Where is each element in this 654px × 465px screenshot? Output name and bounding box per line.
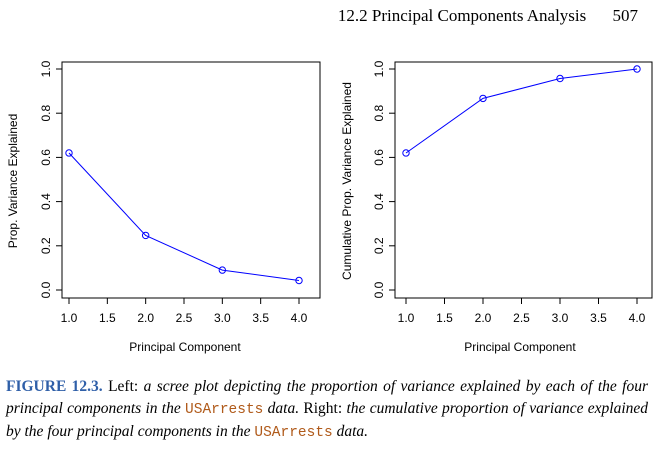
right-x-tick-label: 2.5: [513, 311, 530, 325]
right-x-axis: 1.0 1.5 2.0 2.5 3.0 3.5 4.0: [398, 297, 646, 325]
caption-text: data.: [336, 423, 369, 440]
left-x-tick-label: 4.0: [291, 311, 308, 325]
left-series-line: [68, 152, 300, 281]
right-y-tick-label: 1.0: [372, 60, 386, 77]
right-panel: 1.0 1.5 2.0 2.5 3.0 3.5 4.0 0.0 0.2 0.4 0.6 0.8 1.0…: [340, 60, 653, 354]
right-series-line: [405, 68, 638, 154]
right-plot-frame: [394, 61, 653, 299]
left-y-axis-label: Prop. Variance Explained: [6, 114, 20, 249]
left-x-tick-label: 2.0: [137, 311, 154, 325]
caption-right-text: the cumulative proportion of variance ex…: [6, 400, 649, 440]
dataset-name: USArrests: [254, 425, 333, 441]
right-y-tick-label: 0.4: [372, 193, 386, 210]
left-y-axis: 0.0 0.2 0.4 0.6 0.8 1.0: [39, 60, 63, 298]
left-x-axis: 1.0 1.5 2.0 2.5 3.0 3.5 4.0: [61, 297, 308, 325]
right-y-tick-label: 0.6: [372, 149, 386, 166]
left-y-tick-label: 0.2: [39, 237, 53, 254]
left-data-point: [218, 266, 227, 274]
right-data-point: [633, 65, 641, 73]
right-x-tick-label: 2.0: [475, 311, 492, 325]
right-y-tick-label: 0.2: [372, 237, 386, 254]
right-y-axis-label: Cumulative Prop. Variance Explained: [340, 82, 354, 280]
left-plot-frame: [61, 61, 321, 299]
left-y-tick-label: 1.0: [39, 60, 53, 77]
right-data-point: [556, 74, 564, 83]
left-x-tick-label: 2.5: [176, 311, 193, 325]
section-title: 12.2 Principal Components Analysis: [337, 6, 587, 25]
right-x-axis-label: Principal Component: [464, 340, 576, 354]
left-data-point: [141, 231, 150, 240]
right-x-tick-label: 4.0: [629, 311, 646, 325]
caption-left-label: Left:: [108, 378, 139, 395]
dataset-name: USArrests: [185, 402, 264, 418]
figure-plots: 1.0 1.5 2.0 2.5 3.0 3.5 4.0 0.0 0.2 0.4 0.6 0.8 1.0…: [6, 60, 653, 354]
caption-left-text: a scree plot depicting the proportion of…: [6, 378, 649, 417]
left-data-point: [295, 276, 303, 285]
left-x-tick-label: 3.5: [252, 311, 269, 325]
right-x-tick-label: 3.0: [552, 311, 569, 325]
left-x-tick-label: 1.0: [61, 311, 78, 325]
right-y-tick-label: 0.0: [372, 281, 386, 298]
right-x-tick-label: 3.5: [590, 311, 607, 325]
right-y-axis: 0.0 0.2 0.4 0.6 0.8 1.0: [372, 60, 396, 298]
right-x-tick-label: 1.5: [436, 311, 453, 325]
left-panel: 1.0 1.5 2.0 2.5 3.0 3.5 4.0 0.0 0.2 0.4 0.6 0.8 1.0…: [6, 60, 321, 354]
right-series: [402, 65, 641, 157]
left-y-tick-label: 0.0: [39, 281, 53, 298]
right-data-point: [479, 94, 487, 103]
left-x-axis-label: Principal Component: [129, 340, 241, 354]
left-x-tick-label: 1.5: [99, 311, 116, 325]
right-x-tick-label: 1.0: [398, 311, 415, 325]
left-series: [65, 149, 303, 285]
left-data-point: [65, 149, 73, 157]
figure-caption: FIGURE 12.3. Left: a scree plot depictin…: [6, 376, 648, 444]
left-y-tick-label: 0.8: [39, 105, 53, 122]
left-x-tick-label: 3.0: [214, 311, 231, 325]
right-y-tick-label: 0.8: [372, 105, 386, 122]
left-y-tick-label: 0.4: [39, 193, 53, 210]
right-data-point: [402, 149, 410, 157]
page-number: 507: [612, 6, 639, 25]
left-y-tick-label: 0.6: [39, 149, 53, 166]
caption-right-label: Right:: [303, 400, 343, 417]
caption-text: data.: [267, 400, 300, 417]
figure-label: FIGURE 12.3.: [6, 378, 103, 395]
running-head: 12.2 Principal Components Analysis 507: [338, 6, 638, 26]
